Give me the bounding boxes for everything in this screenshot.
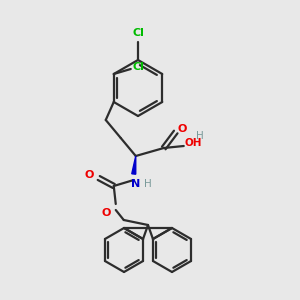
Text: Cl: Cl [133, 62, 145, 72]
Text: O: O [84, 170, 93, 180]
Text: H: H [144, 179, 152, 189]
Text: OH: OH [185, 138, 202, 148]
Text: N: N [131, 179, 140, 189]
Text: O: O [178, 124, 187, 134]
Text: O: O [101, 208, 110, 218]
Text: H: H [196, 131, 203, 141]
Polygon shape [132, 156, 136, 174]
Text: Cl: Cl [132, 28, 144, 38]
